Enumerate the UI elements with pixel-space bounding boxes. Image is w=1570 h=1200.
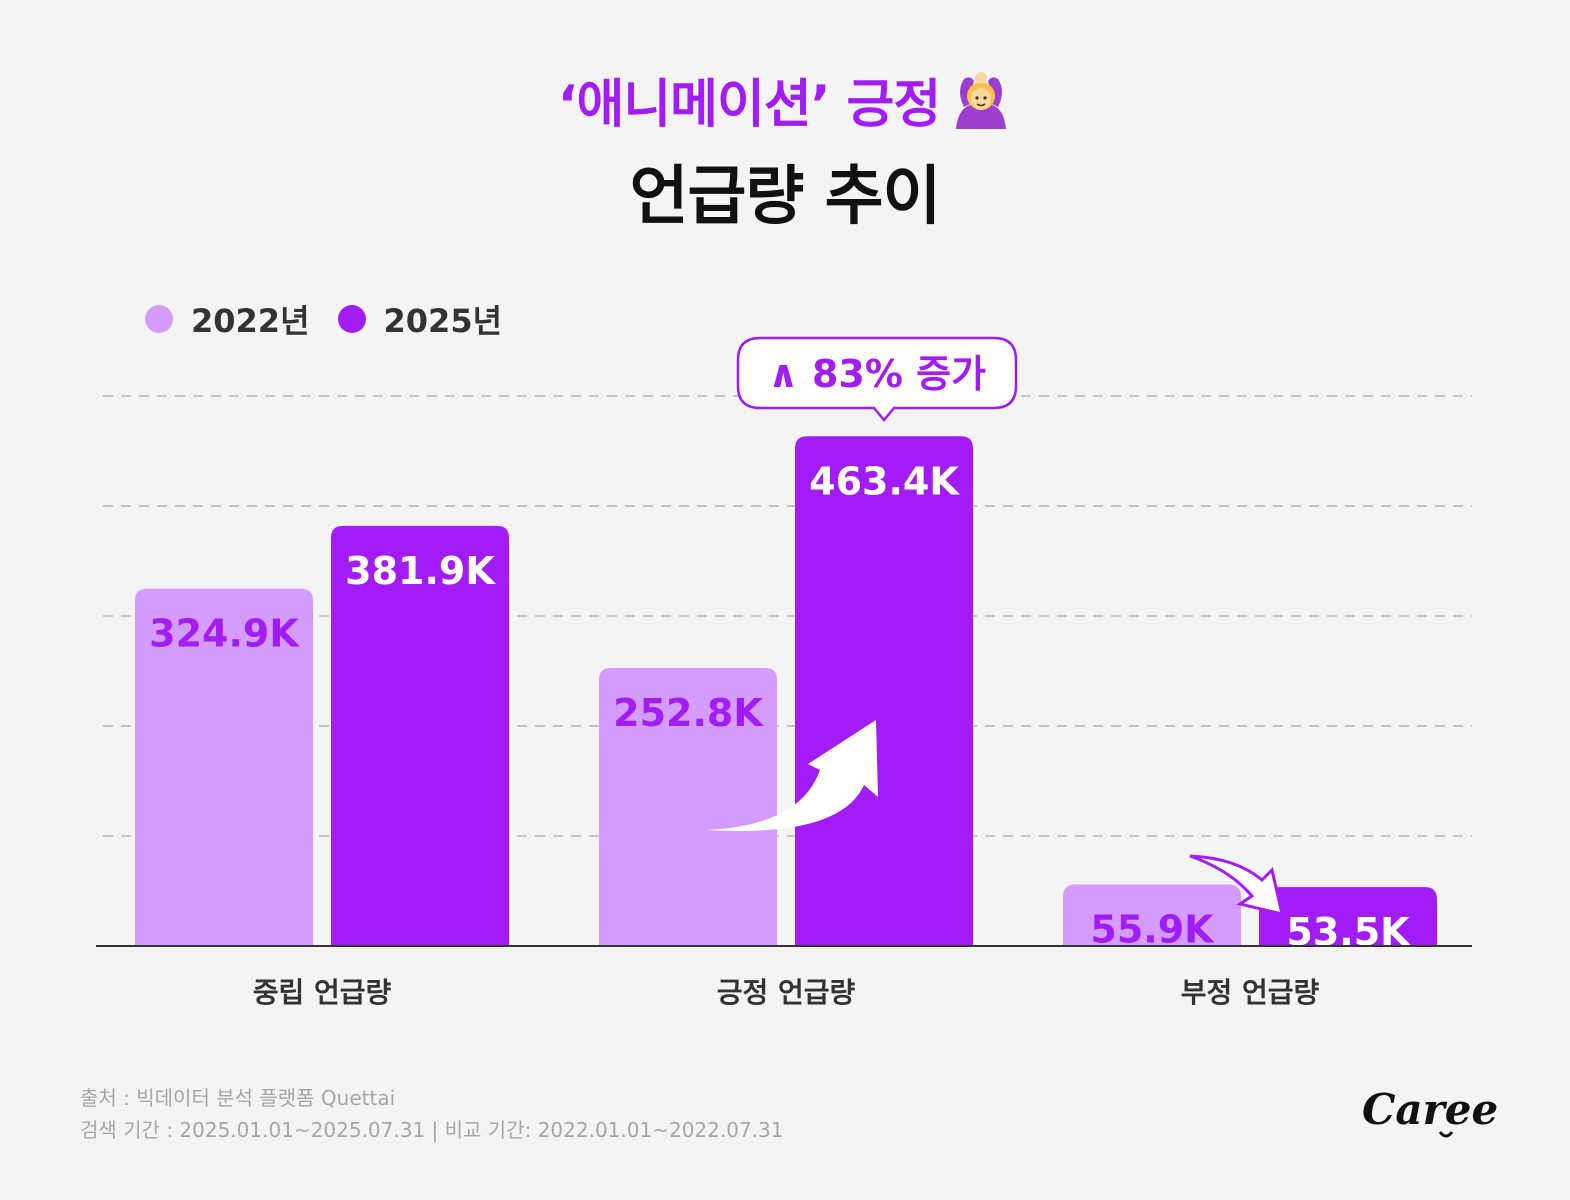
x-tick-label: 긍정 언급량 [717,976,856,1009]
title-line-2: 언급량 추이 [629,160,942,234]
down-arrow-icon [1189,854,1284,917]
footer: 출처 : 빅데이터 분석 플랫폼 Quettai 검색 기간 : 2025.01… [80,1082,783,1146]
bar-2025년-0 [331,525,509,946]
careet-logo: Careet [1358,1080,1518,1154]
svg-text:Careet: Careet [1362,1085,1498,1134]
bar-2022년-0 [135,588,313,946]
chart-title: ‘애니메이션’ 긍정 언급량 추이 [0,62,1570,237]
legend: 2022년 2025년 [145,296,502,342]
legend-item-2022: 2022년 [145,296,310,342]
x-tick-label: 중립 언급량 [253,976,392,1009]
data-label: 463.4K [809,459,960,503]
callout-text: ∧ 83% 증가 [768,352,986,396]
data-label: 55.9K [1090,908,1215,952]
legend-label-2022: 2022년 [191,302,310,340]
bar-2025년-1 [795,436,973,946]
title-line-1: ‘애니메이션’ 긍정 [558,62,1013,137]
bar-2022년-2 [1063,884,1241,946]
legend-swatch-2022 [145,305,173,333]
up-arrow-icon [706,720,878,832]
period-note: 검색 기간 : 2025.01.01~2025.07.31 | 비교 기간: 2… [80,1118,784,1142]
legend-label-2025: 2025년 [383,302,503,340]
bar-2025년-2 [1259,887,1437,946]
data-label: 252.8K [613,691,764,735]
x-tick-label: 부정 언급량 [1181,976,1320,1009]
legend-swatch-2025 [337,305,366,333]
legend-item-2025: 2025년 [337,296,503,342]
callout-bubble [736,336,1018,422]
title-line-1-text: ‘애니메이션’ 긍정 [557,75,941,135]
person-gesturing-ok-icon [950,69,1012,131]
data-label: 324.9K [149,612,300,656]
data-label: 53.5K [1286,910,1411,954]
source-note: 출처 : 빅데이터 분석 플랫폼 Quettai [80,1086,396,1110]
bar-2022년-1 [599,667,777,946]
data-label: 381.9K [345,549,496,593]
